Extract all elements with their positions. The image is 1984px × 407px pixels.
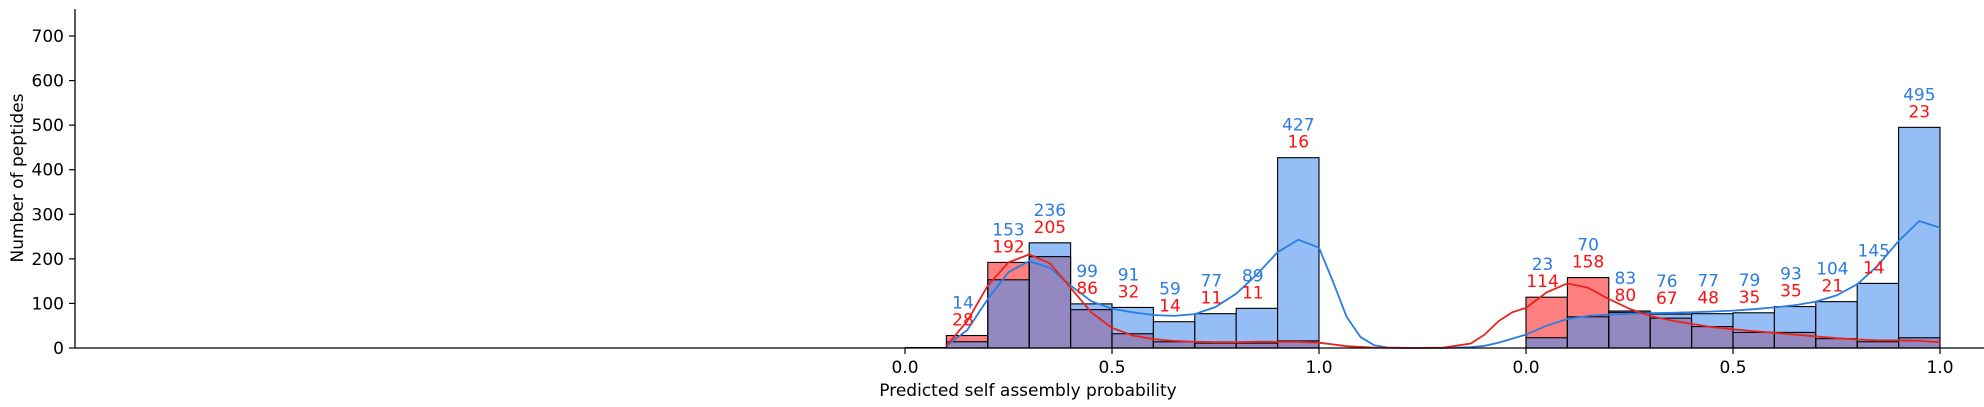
blue-bar-segment: [1857, 283, 1899, 342]
red-count-label: 21: [1822, 277, 1844, 297]
red-count-label: 35: [1780, 282, 1802, 302]
y-tick-label: 600: [32, 72, 64, 92]
overlap-bar-segment: [1733, 332, 1775, 348]
y-tick-label: 0: [53, 339, 64, 359]
red-count-label: 16: [1287, 133, 1309, 153]
red-bar-segment: [946, 335, 988, 342]
y-tick-label: 700: [32, 27, 64, 47]
red-kde-curve: [1525, 282, 1941, 344]
overlap-bar-segment: [1153, 341, 1195, 348]
blue-bar-segment: [1194, 313, 1237, 344]
red-count-label: 48: [1697, 289, 1719, 309]
y-tick-label: 300: [32, 205, 64, 225]
x-tick-label: 0.5: [1098, 358, 1125, 378]
blue-count-label: 23: [1532, 255, 1554, 275]
red-count-label: 11: [1242, 283, 1264, 303]
axes-layer: Number of peptides Predicted self assemb…: [8, 9, 1984, 401]
blue-count-label: 89: [1242, 266, 1264, 286]
red-gap-curve: [1318, 307, 1527, 349]
blue-bar-segment: [1070, 303, 1112, 310]
y-tick-label: 400: [32, 161, 64, 181]
blue-count-label: 14: [952, 294, 974, 314]
blue-count-label: 93: [1780, 265, 1802, 285]
blue-bar-segment: [1733, 312, 1775, 333]
overlap-bar-segment: [1815, 338, 1858, 348]
overlap-bar-segment: [1526, 337, 1568, 348]
blue-bar-segment: [1815, 301, 1858, 339]
blue-bar-segment: [1650, 314, 1692, 319]
y-tick-label: 500: [32, 116, 64, 136]
x-tick-label: 0.0: [891, 358, 918, 378]
red-count-label: 11: [1201, 289, 1223, 309]
blue-count-label: 76: [1656, 272, 1678, 292]
x-tick-label: 1.0: [1926, 358, 1953, 378]
red-count-label: 35: [1739, 288, 1761, 308]
overlap-bar-segment: [1898, 337, 1940, 348]
blue-count-label: 99: [1076, 262, 1098, 282]
red-count-label: 158: [1572, 253, 1604, 273]
red-count-label: 23: [1908, 102, 1930, 122]
blue-count-label: 104: [1816, 260, 1848, 280]
red-count-label: 114: [1526, 272, 1558, 292]
red-count-label: 14: [1159, 297, 1181, 317]
blue-bar-segment: [1236, 308, 1278, 344]
red-count-label: 32: [1118, 282, 1140, 302]
overlap-bar-segment: [1070, 309, 1112, 348]
blue-count-label: 79: [1739, 271, 1761, 291]
blue-count-label: 77: [1201, 272, 1223, 292]
y-axis-label: Number of peptides: [8, 93, 28, 262]
y-tick-label: 200: [32, 250, 64, 270]
overlap-bar-segment: [1857, 341, 1899, 348]
red-count-label: 67: [1656, 289, 1678, 309]
blue-bar-segment: [1774, 306, 1816, 333]
red-count-label: 14: [1863, 258, 1885, 278]
blue-count-label: 91: [1118, 265, 1140, 285]
blue-count-label: 145: [1858, 241, 1890, 261]
blue-count-label: 153: [992, 220, 1024, 240]
red-count-label: 205: [1034, 218, 1066, 238]
blue-count-label: 59: [1159, 280, 1181, 300]
blue-kde-curve: [945, 238, 1320, 347]
overlap-bar-segment: [1236, 343, 1278, 348]
blue-count-label: 83: [1615, 269, 1637, 289]
blue-bar-segment: [1898, 127, 1940, 338]
blue-count-label: 427: [1282, 116, 1314, 136]
red-count-label: 192: [992, 237, 1024, 257]
blue-count-label: 70: [1577, 236, 1599, 256]
x-tick-label: 1.0: [1305, 358, 1332, 378]
blue-bar-segment: [1691, 313, 1733, 327]
overlap-bar-segment: [1567, 316, 1609, 348]
blue-bar-segment: [1277, 157, 1319, 341]
overlap-bar-segment: [1029, 256, 1071, 348]
blue-bar-segment: [1029, 242, 1071, 257]
x-tick-label: 0.5: [1719, 358, 1746, 378]
overlap-bar-segment: [1277, 340, 1319, 348]
red-count-label: 86: [1076, 279, 1098, 299]
red-count-label: 28: [952, 311, 974, 331]
blue-count-label: 77: [1697, 272, 1719, 292]
x-tick-label: 0.0: [1512, 358, 1539, 378]
ticks-layer: 0 100 200 300 400 500 600 700 0.0 0.5 1.0 0.0 0.5 1.0: [32, 27, 1954, 378]
blue-bar-segment: [1608, 311, 1651, 313]
red-count-label: 80: [1615, 286, 1637, 306]
blue-count-label: 495: [1903, 85, 1935, 105]
blue-kde-curve: [1525, 219, 1941, 336]
x-axis-label: Predicted self assembly probability: [879, 381, 1176, 401]
red-kde-curve: [945, 253, 1320, 347]
blue-count-label: 236: [1034, 201, 1066, 221]
overlap-bar-segment: [1194, 343, 1237, 348]
overlap-bar-segment: [1691, 326, 1733, 348]
overlap-bar-segment: [946, 341, 988, 348]
red-bar-segment: [1567, 277, 1609, 317]
blue-bar-segment: [1153, 321, 1195, 342]
y-tick-label: 100: [32, 294, 64, 314]
blue-gap-curve: [1318, 247, 1527, 349]
overlap-bar-segment: [1608, 312, 1651, 348]
